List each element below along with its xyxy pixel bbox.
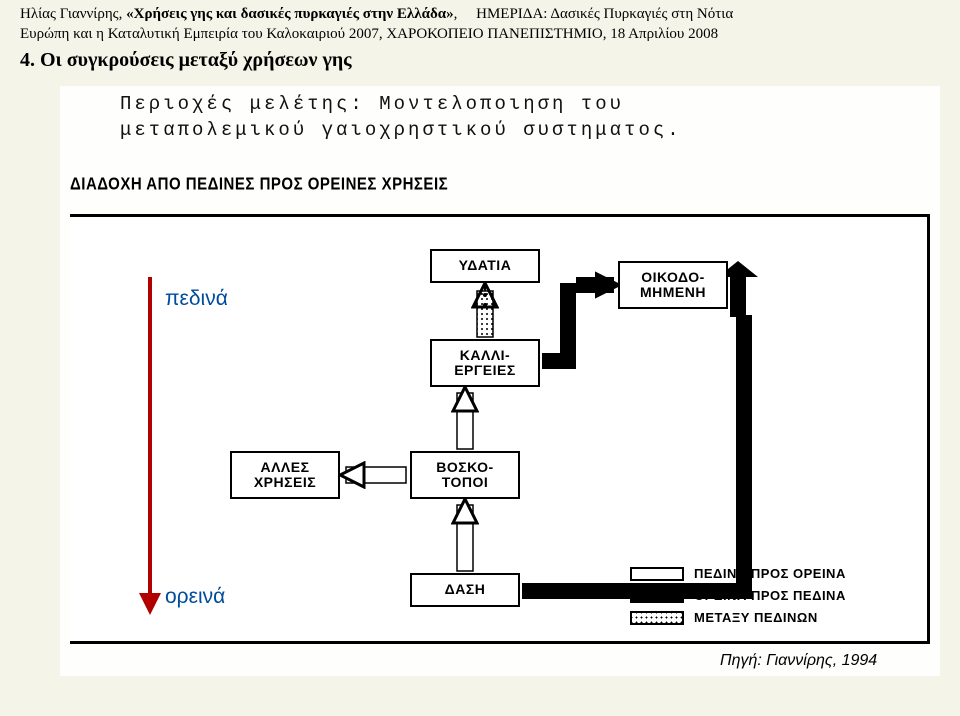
scan-subheading: ΔΙΑΔΟΧΗ ΑΠΟ ΠΕΔΙΝΕΣ ΠΡΟΣ ΟΡΕΙΝΕΣ ΧΡΗΣΕΙΣ xyxy=(70,175,448,195)
box-alles-label: ΑΛΛΕΣ ΧΡΗΣΕΙΣ xyxy=(254,460,316,491)
box-oikodo-label: ΟΙΚΟΔΟ- ΜΗΜΕΝΗ xyxy=(640,270,706,301)
flow-diagram: ΥΔΑΤΙΑ ΟΙΚΟΔΟ- ΜΗΜΕΝΗ ΚΑΛΛΙ- ΕΡΓΕΙΕΣ ΑΛΛ… xyxy=(70,214,930,644)
legend-swatch-dotted xyxy=(630,611,684,625)
header-line2: Ευρώπη και η Καταλυτική Εμπειρία του Καλ… xyxy=(20,24,940,44)
header-author-title: Ηλίας Γιαννίρης, «Χρήσεις γης και δασικέ… xyxy=(20,6,457,22)
box-dasi-label: ΔΑΣΗ xyxy=(445,582,486,597)
box-kalli: ΚΑΛΛΙ- ΕΡΓΕΙΕΣ xyxy=(430,339,540,387)
legend-swatch-empty xyxy=(630,567,684,581)
overlay-oreina: ορεινά xyxy=(165,585,225,609)
box-ydatia-label: ΥΔΑΤΙΑ xyxy=(459,258,512,273)
section-title: 4. Οι συγκρούσεις μεταξύ χρήσεων γης xyxy=(0,47,960,78)
box-ydatia: ΥΔΑΤΙΑ xyxy=(430,249,540,283)
box-bosko-label: ΒΟΣΚΟ- ΤΟΠΟΙ xyxy=(436,460,493,491)
overlay-pedina: πεδινά xyxy=(165,287,228,311)
box-bosko: ΒΟΣΚΟ- ΤΟΠΟΙ xyxy=(410,451,520,499)
box-alles: ΑΛΛΕΣ ΧΡΗΣΕΙΣ xyxy=(230,451,340,499)
slide-header: Ηλίας Γιαννίρης, «Χρήσεις γης και δασικέ… xyxy=(0,0,960,47)
legend-label-3: ΜΕΤΑΞΥ ΠΕΔΙΝΩΝ xyxy=(694,610,818,625)
legend-label-2: ΟΡΕΙΝΑ ΠΡΟΣ ΠΕΔΙΝΑ xyxy=(694,588,846,603)
box-dasi: ΔΑΣΗ xyxy=(410,573,520,607)
scan-title: Περιοχές μελέτης: Μοντελοποιηση του μετα… xyxy=(120,92,682,143)
scan-title-line2: μεταπολεμικού γαιοχρηστικού συστηματος. xyxy=(120,118,682,144)
box-kalli-label: ΚΑΛΛΙ- ΕΡΓΕΙΕΣ xyxy=(454,348,516,379)
red-arrow-shaft xyxy=(148,277,152,595)
scan-title-line1: Περιοχές μελέτης: Μοντελοποιηση του xyxy=(120,92,682,118)
legend-label-1: ΠΕΔΙΝΑ ΠΡΟΣ ΟΡΕΙΝΑ xyxy=(694,566,846,581)
header-event: ΗΜΕΡΙΔΑ: Δασικές Πυρκαγιές στη Νότια xyxy=(476,6,733,22)
red-arrow-head-icon xyxy=(139,593,161,615)
figure-source: Πηγή: Γιαννίρης, 1994 xyxy=(720,652,877,670)
box-oikodo: ΟΙΚΟΔΟ- ΜΗΜΕΝΗ xyxy=(618,261,728,309)
scanned-figure: Περιοχές μελέτης: Μοντελοποιηση του μετα… xyxy=(60,86,940,676)
legend-swatch-solid xyxy=(630,589,684,603)
